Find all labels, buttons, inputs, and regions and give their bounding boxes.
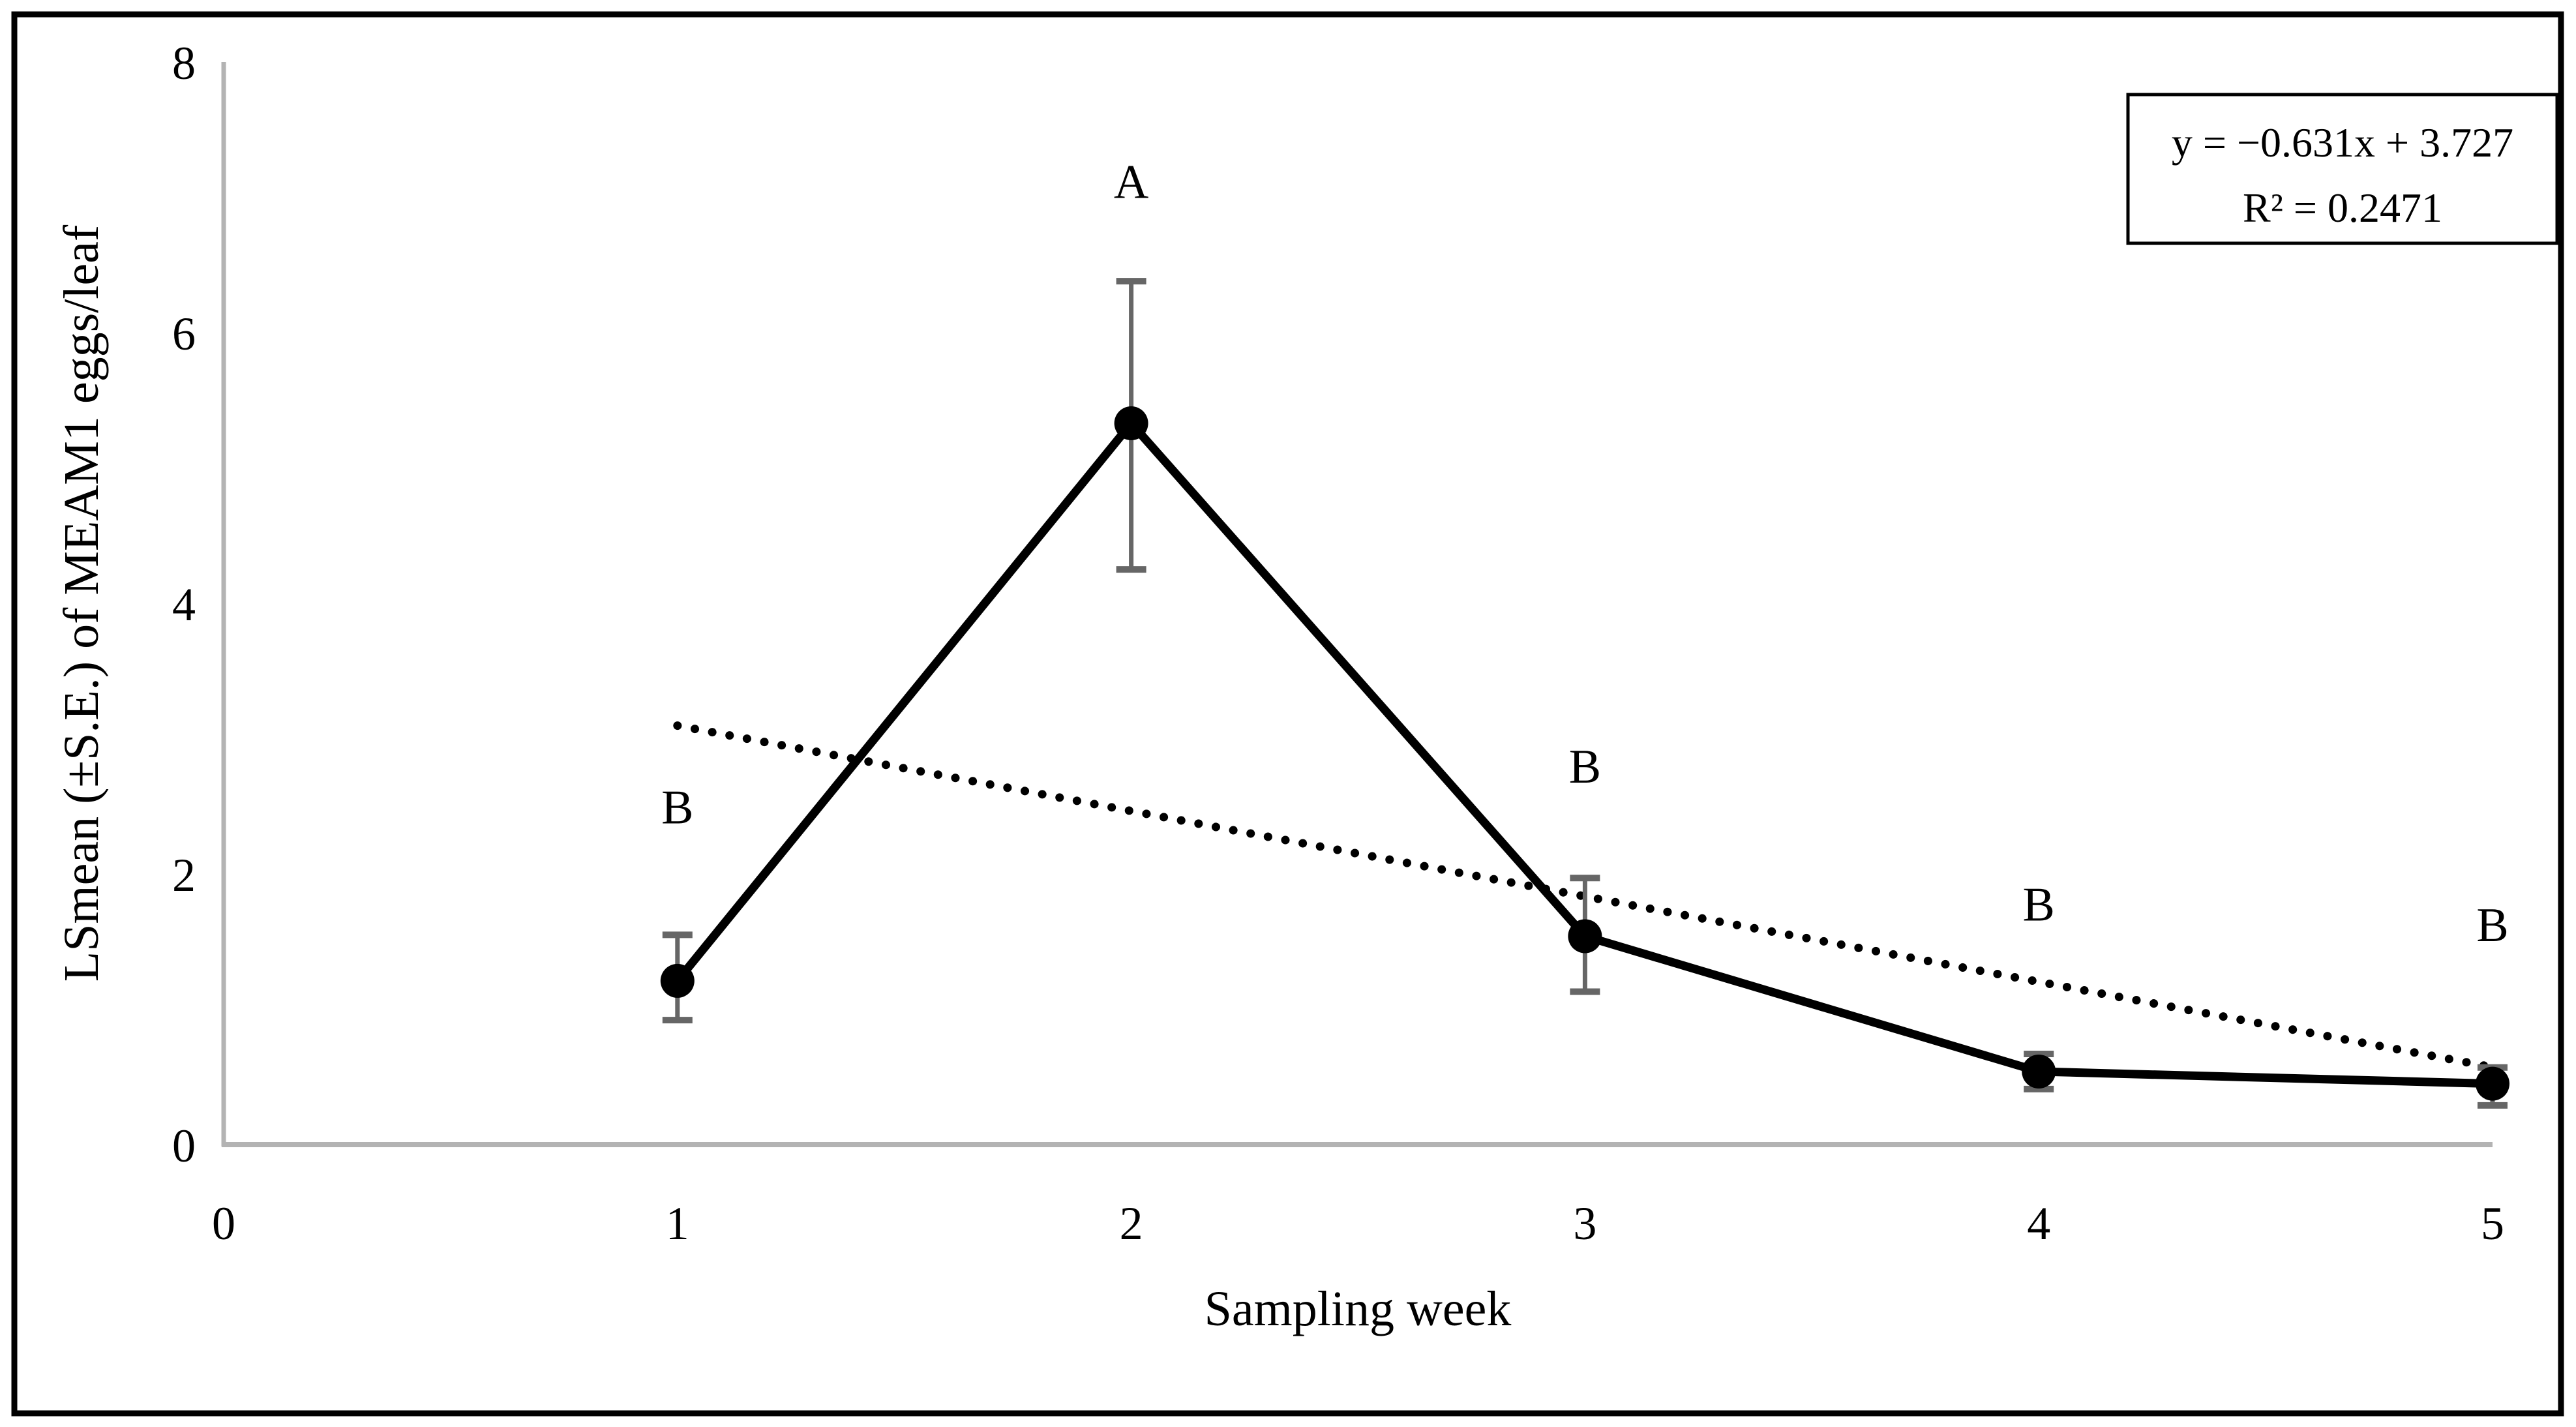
data-point-marker [2476, 1066, 2509, 1101]
y-tick-label: 6 [172, 308, 196, 360]
equation-box [2126, 93, 2559, 245]
x-tick-label: 5 [2481, 1197, 2504, 1250]
trendline-dotted [673, 721, 2497, 1072]
significance-letter: B [2023, 879, 2055, 932]
series-group [660, 406, 2509, 1101]
x-tick-labels-group: 0 1 2 3 4 5 [212, 1197, 2504, 1250]
equation-line1: y = −0.631x + 3.727 [2172, 119, 2513, 166]
y-tick-labels-group: 0 2 4 6 8 [172, 37, 196, 1172]
y-tick-label: 8 [172, 37, 196, 89]
data-point-marker [2022, 1054, 2056, 1089]
x-tick-label: 4 [2027, 1197, 2050, 1250]
figure-border [11, 11, 2564, 1417]
significance-letters-group: B A B B B [661, 156, 2509, 952]
y-tick-label: 4 [172, 578, 196, 631]
significance-letter: B [2476, 899, 2508, 952]
y-axis-title: LSmean (±S.E.) of MEAM1 eggs/leaf [54, 224, 109, 982]
error-bars-group [662, 278, 2508, 1109]
equation-line2: R² = 0.2471 [2243, 185, 2442, 231]
x-tick-label: 1 [666, 1197, 689, 1250]
significance-letter: B [1569, 740, 1601, 794]
x-tick-label: 0 [212, 1197, 235, 1250]
data-point-marker [1114, 406, 1148, 441]
data-point-marker [660, 963, 695, 998]
significance-letter: A [1114, 156, 1148, 209]
x-axis-title: Sampling week [1205, 1282, 1512, 1336]
x-tick-label: 3 [1573, 1197, 1596, 1250]
y-tick-label: 2 [172, 849, 196, 901]
data-point-marker [1568, 919, 1602, 954]
x-tick-label: 2 [1120, 1197, 1143, 1250]
trendline-group [673, 721, 2497, 1072]
y-tick-label: 0 [172, 1120, 196, 1172]
significance-letter: B [661, 781, 693, 834]
